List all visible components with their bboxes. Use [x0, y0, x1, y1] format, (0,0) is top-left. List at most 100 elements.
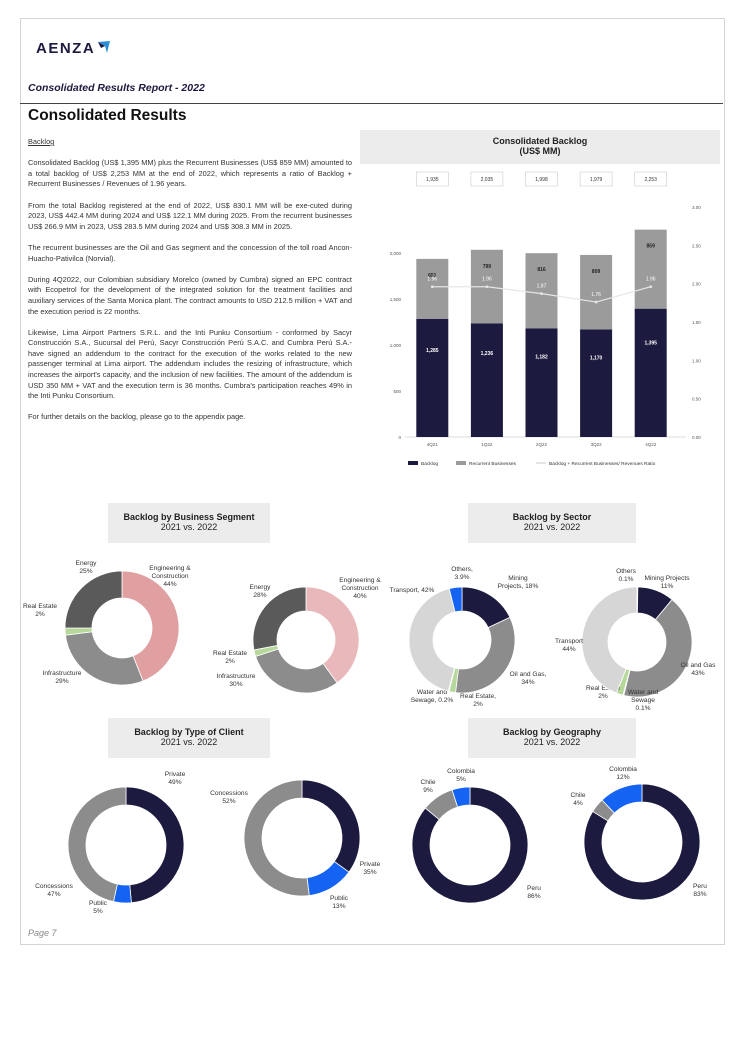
legend-swatch-backlog	[408, 461, 418, 465]
donut-label-line: Concessions	[210, 790, 248, 797]
donut-label-line: Construction	[151, 573, 188, 580]
donut-slice-label: Others, 3.9%	[451, 566, 473, 581]
ratio-value-label: 1.96	[646, 277, 656, 283]
y2-tick-label: 3.00	[692, 205, 701, 210]
donut-slice-label: Engineering & Construction 40%	[339, 577, 381, 600]
donut-slice	[411, 786, 529, 904]
backlog-chart-title-line2: (US$ MM)	[519, 146, 561, 156]
donut-slice-label: Oil and Gas 43%	[681, 662, 717, 677]
donut-label-line: Construction	[341, 585, 378, 592]
donut-slice-label: Chile 4%	[570, 792, 585, 807]
donut-slice-label: Colombia 12%	[609, 766, 637, 781]
donut-slice-label: Peru 83%	[693, 883, 707, 898]
backlog-value-label: 1,182	[535, 355, 548, 361]
sector-chart-subtitle: 2021 vs. 2022	[523, 522, 581, 532]
donut-label-line: Water and	[417, 689, 448, 696]
donut-slice-label: Water and Sewage 0.1%	[628, 689, 659, 712]
total-label: 2,253	[644, 177, 657, 183]
donut-slice	[636, 586, 639, 614]
donut-slice	[408, 588, 456, 692]
y2-tick-label: 1.00	[692, 358, 701, 363]
donut-slice-label: Engineering & Construction 44%	[149, 565, 191, 588]
backlog-bar-chart: 0 500 1,000 1,500 2,000 0.00 0.50 1.00 1.50 2.00 2…	[390, 171, 701, 467]
total-label: 1,979	[590, 177, 603, 183]
donut-label-line: Private	[165, 771, 186, 778]
backlog-chart-title-line1: Consolidated Backlog	[492, 136, 588, 146]
paragraph: During 4Q2022, our Colombian subsidiary …	[28, 274, 352, 316]
backlog-bar	[416, 318, 449, 437]
donut-label-line: 2%	[225, 658, 235, 665]
donut-label-line: Sewage	[631, 697, 655, 704]
total-label: 2,035	[481, 177, 494, 183]
donut-slice	[581, 586, 638, 694]
ratio-point	[594, 300, 598, 304]
ratio-point	[485, 285, 489, 289]
donut-slice	[601, 783, 643, 814]
total-label: 1,998	[535, 177, 548, 183]
donut-slice-label: Peru 86%	[527, 885, 541, 900]
geography-chart-header: Backlog by Geography 2021 vs. 2022	[468, 718, 636, 758]
donut-label-line: 86%	[527, 893, 540, 900]
total-box	[525, 171, 558, 187]
company-logo: AENZA	[36, 40, 111, 57]
donut-label-line: 40%	[353, 593, 366, 600]
donut-label-line: 43%	[691, 670, 704, 677]
donut-label-line: Concessions	[35, 883, 73, 890]
donut-label-line: Chile	[420, 779, 435, 786]
backlog-value-label: 1,236	[481, 351, 494, 357]
y2-tick-label: 0.00	[692, 435, 701, 440]
donut-label-line: Energy	[76, 560, 98, 567]
donut-label-line: Colombia	[609, 766, 637, 773]
ratio-value-label: 1.76	[591, 292, 601, 298]
donut-label-line: Projects, 18%	[498, 583, 539, 590]
paragraph: For further details on the backlog, plea…	[28, 412, 246, 422]
page-number: Page 7	[28, 928, 57, 938]
geography-chart-title: Backlog by Geography	[502, 727, 602, 737]
segment-chart-header: Backlog by Business Segment 2021 vs. 202…	[108, 503, 270, 543]
donut-slice-label: Private 35%	[360, 861, 381, 876]
total-box	[415, 171, 449, 187]
ratio-point	[649, 285, 653, 289]
donut-label-line: Real Estate	[213, 650, 247, 657]
donut-slice-label: Concessions 52%	[210, 790, 248, 805]
recurrent-value-label: 651	[428, 273, 437, 279]
donut-slice	[583, 783, 701, 901]
donut-label-line: 5%	[93, 908, 103, 915]
ratio-value-label: 1.87	[537, 284, 547, 290]
sector-chart-title: Backlog by Sector	[512, 512, 592, 522]
donut-slice	[252, 586, 307, 651]
donut-slice-label: Chile 9%	[420, 779, 435, 794]
donut-label-line: 28%	[253, 592, 266, 599]
donut-label-line: Real Estate	[23, 603, 57, 610]
total-box	[579, 171, 613, 187]
donut-label-line: 30%	[229, 681, 242, 688]
donut-label-line: Mining Projects	[644, 575, 690, 582]
client-chart-header: Backlog by Type of Client 2021 vs. 2022	[108, 718, 270, 758]
y2-tick-label: 1.50	[692, 320, 701, 325]
donut-slice-label: Concessions 47%	[35, 883, 73, 898]
donut-label-line: 4%	[573, 800, 583, 807]
donut-label-line: Transport, 42%	[390, 587, 435, 594]
donut-label-line: Public	[330, 895, 349, 902]
donut-label-line: 52%	[222, 798, 235, 805]
donut-label-line: Infrastructure	[43, 670, 82, 677]
donut-slice	[448, 586, 463, 613]
donut-label-line: 12%	[616, 774, 629, 781]
donut-slice	[65, 631, 144, 686]
total-label: 1,935	[426, 177, 439, 183]
recurrent-value-label: 799	[483, 264, 492, 270]
x-tick-label: 2Q22	[536, 442, 548, 447]
donut-slice	[305, 586, 360, 684]
donut-slice	[64, 570, 123, 629]
donut-label-line: 35%	[363, 869, 376, 876]
geography-chart-subtitle: 2021 vs. 2022	[523, 737, 581, 747]
report-title: Consolidated Results Report - 2022	[28, 82, 205, 94]
donut-label-line: Others,	[451, 566, 473, 573]
donut-charts: Engineering & Construction 44% Infrastructu…	[23, 560, 717, 915]
donut-slice-label: Private 49%	[165, 771, 186, 786]
donut-label-line: 5%	[456, 776, 466, 783]
y-tick-label: 0	[398, 435, 401, 440]
donut-label-line: 2%	[598, 693, 608, 700]
paragraph: Consolidated Backlog (US$ 1,395 MM) plus…	[28, 158, 352, 189]
donut-label-line: 44%	[562, 646, 575, 653]
